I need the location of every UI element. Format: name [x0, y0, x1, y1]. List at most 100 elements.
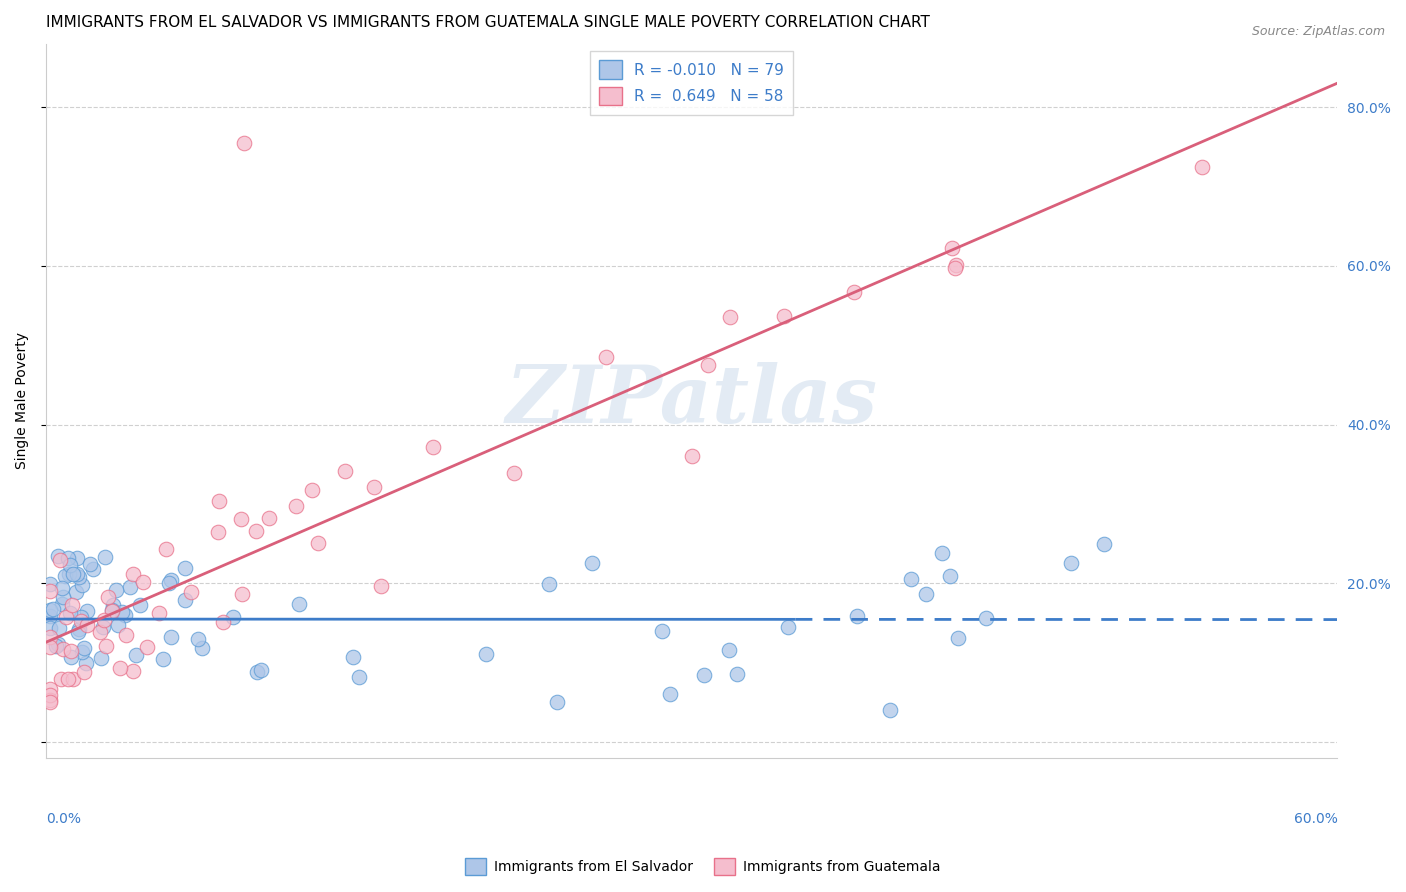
Point — [342, 650, 364, 665]
Point — [79, 557, 101, 571]
Point — [76, 618, 98, 632]
Point — [1092, 537, 1115, 551]
Point — [82, 562, 104, 576]
Point — [157, 576, 180, 591]
Point — [1191, 160, 1213, 174]
Point — [91, 620, 114, 634]
Point — [46, 637, 69, 651]
Point — [60, 598, 83, 612]
Point — [49, 553, 72, 567]
Point — [208, 494, 231, 508]
Point — [52, 590, 75, 604]
Point — [915, 587, 938, 601]
Point — [105, 582, 128, 597]
Point — [943, 260, 966, 275]
Point — [45, 640, 67, 654]
Point — [595, 350, 617, 364]
Point — [58, 567, 80, 582]
Point — [939, 569, 962, 583]
Point — [301, 483, 323, 498]
Point — [778, 620, 800, 634]
Point — [56, 672, 79, 686]
Point — [53, 569, 76, 583]
Point — [160, 630, 183, 644]
Point — [772, 309, 794, 323]
Point — [52, 641, 75, 656]
Point — [75, 656, 97, 670]
Point — [546, 695, 568, 709]
Point — [38, 630, 60, 644]
Point — [59, 649, 82, 664]
Point — [363, 480, 385, 494]
Point — [59, 606, 82, 620]
Point — [229, 512, 252, 526]
Point — [73, 665, 96, 679]
Point — [62, 672, 84, 686]
Point — [122, 566, 145, 581]
Text: ZIPatlas: ZIPatlas — [506, 362, 877, 440]
Point — [581, 556, 603, 570]
Point — [110, 661, 132, 675]
Point — [187, 632, 209, 647]
Point — [693, 668, 716, 682]
Point — [51, 598, 73, 612]
Point — [231, 587, 253, 601]
Point — [538, 576, 561, 591]
Point — [76, 604, 98, 618]
Point — [38, 693, 60, 707]
Point — [180, 584, 202, 599]
Point — [651, 624, 673, 639]
Point — [89, 625, 111, 640]
Text: 60.0%: 60.0% — [1294, 812, 1337, 825]
Point — [94, 640, 117, 654]
Point — [69, 609, 91, 624]
Point — [212, 615, 235, 629]
Point — [59, 643, 82, 657]
Point — [121, 664, 143, 678]
Point — [246, 665, 269, 680]
Point — [125, 648, 148, 662]
Point — [717, 643, 740, 657]
Point — [55, 609, 77, 624]
Point — [173, 593, 195, 607]
Point — [66, 566, 89, 581]
Point — [38, 681, 60, 696]
Point — [38, 621, 60, 635]
Point — [222, 609, 245, 624]
Point — [257, 511, 280, 525]
Point — [422, 441, 444, 455]
Point — [945, 258, 967, 272]
Point — [250, 663, 273, 677]
Point — [696, 358, 718, 372]
Point — [67, 623, 90, 637]
Point — [307, 536, 329, 550]
Point — [101, 604, 124, 618]
Point — [333, 464, 356, 478]
Point — [931, 546, 953, 560]
Point — [946, 632, 969, 646]
Point — [94, 549, 117, 564]
Point — [38, 603, 60, 617]
Point — [93, 614, 115, 628]
Point — [38, 577, 60, 591]
Point — [207, 524, 229, 539]
Point — [70, 615, 93, 629]
Point — [114, 628, 136, 642]
Point — [245, 524, 267, 538]
Point — [65, 585, 87, 599]
Point — [941, 242, 963, 256]
Point — [70, 578, 93, 592]
Point — [191, 641, 214, 656]
Point — [681, 449, 703, 463]
Point — [846, 608, 869, 623]
Point — [97, 590, 120, 604]
Point — [48, 622, 70, 636]
Point — [69, 569, 91, 583]
Text: Source: ZipAtlas.com: Source: ZipAtlas.com — [1251, 25, 1385, 38]
Point — [90, 651, 112, 665]
Point — [659, 688, 682, 702]
Point — [129, 598, 152, 612]
Point — [73, 640, 96, 655]
Point — [114, 608, 136, 623]
Point — [475, 648, 498, 662]
